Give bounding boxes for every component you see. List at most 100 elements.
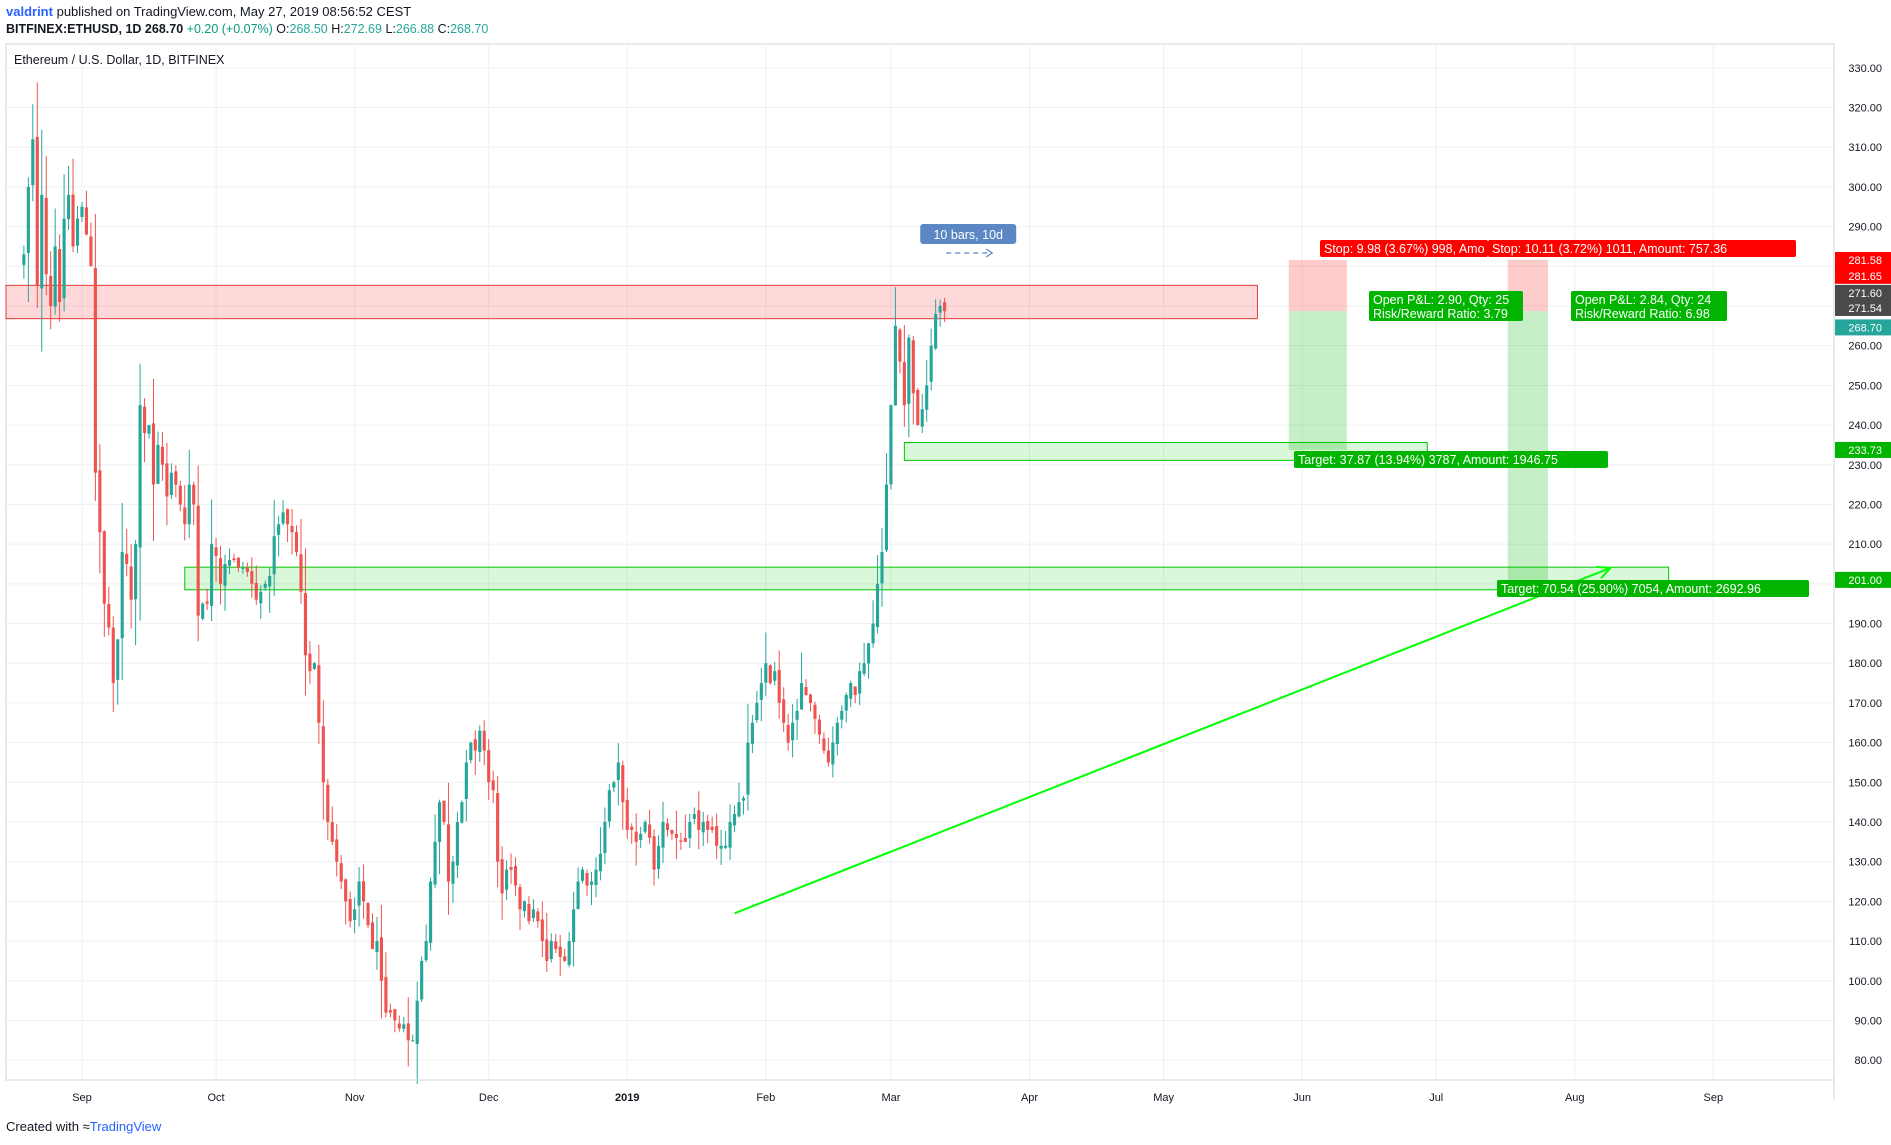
candle-body <box>277 524 281 535</box>
candle-body <box>375 941 379 953</box>
candle-body <box>661 821 665 848</box>
pnl-label: Risk/Reward Ratio: 3.79 <box>1373 307 1508 321</box>
ohlc-line: BITFINEX:ETHUSD, 1D 268.70 +0.20 (+0.07%… <box>6 22 489 36</box>
tradingview-link[interactable]: TradingView <box>89 1119 162 1134</box>
candle-body <box>460 802 464 823</box>
candle-body <box>174 471 178 485</box>
candle-body <box>889 405 893 485</box>
candle-body <box>415 1000 419 1045</box>
position-target-area <box>1288 311 1347 450</box>
stop-label-bg <box>1320 240 1488 257</box>
candle-body <box>424 941 428 961</box>
author-link[interactable]: valdrint <box>6 4 53 19</box>
candle-body <box>326 784 330 822</box>
trendline <box>734 567 1611 915</box>
candle-body <box>867 643 871 664</box>
candle-body <box>429 881 433 943</box>
candle-body <box>53 246 57 307</box>
candle-body <box>920 409 924 427</box>
candle-body <box>353 909 357 920</box>
candle-body <box>205 601 209 604</box>
candle-body <box>505 869 509 890</box>
candle-body <box>558 946 562 957</box>
candle-body <box>58 249 62 303</box>
positions <box>1288 259 1548 580</box>
candle-body <box>652 836 656 870</box>
candle-body <box>764 663 768 683</box>
candle-body <box>178 485 182 505</box>
candle-body <box>554 941 558 950</box>
candle-body <box>254 582 258 600</box>
tradingview-logo-icon: ≈ <box>82 1119 90 1134</box>
candle-body <box>831 742 835 765</box>
candle-body <box>147 425 151 434</box>
price-axis-badge-label: 271.54 <box>1848 303 1882 315</box>
time-tick-label: Nov <box>345 1092 365 1104</box>
candle-body <box>701 821 705 833</box>
target-label-bg <box>1294 451 1608 468</box>
candle-body <box>670 829 674 834</box>
candle-body <box>732 814 737 826</box>
candle-body <box>835 722 839 745</box>
candle-body <box>196 505 200 616</box>
candle-body <box>464 762 468 799</box>
candle-body <box>40 194 44 289</box>
candle-body <box>93 267 97 473</box>
stop-label: Stop: 9.98 (3.67%) 998, Amo <box>1324 242 1485 256</box>
candle-body <box>724 845 728 848</box>
candle-body <box>187 484 191 525</box>
price-axis-badge-label: 281.65 <box>1848 271 1882 283</box>
candle-body <box>656 845 661 869</box>
candle-body <box>263 583 267 588</box>
candle-body <box>549 941 553 960</box>
candle-body <box>603 821 607 853</box>
candle-body <box>858 671 862 694</box>
candle-body <box>111 627 115 684</box>
symbol-label: BITFINEX:ETHUSD, 1D <box>6 22 142 36</box>
price-tick-label: 210.00 <box>1848 539 1882 551</box>
candle-body <box>688 821 692 839</box>
candle-body <box>710 826 714 830</box>
pnl-label: Open P&L: 2.90, Qty: 25 <box>1373 293 1509 307</box>
candle-body <box>241 567 245 569</box>
candle-body <box>370 922 375 950</box>
candle-body <box>312 663 316 670</box>
candle-body <box>697 810 701 830</box>
candle-body <box>317 665 321 723</box>
candle-body <box>719 845 723 849</box>
candle-body <box>817 719 822 735</box>
candle-body <box>433 841 437 885</box>
low-value: 266.88 <box>395 22 435 36</box>
candle-body <box>804 687 808 695</box>
stop-label: Stop: 10.11 (3.72%) 1011, Amount: 757.36 <box>1492 242 1727 256</box>
candle-body <box>321 726 325 783</box>
candle-body <box>31 139 35 186</box>
candle-body <box>142 406 147 433</box>
candle-body <box>169 472 173 496</box>
candle-body <box>567 941 571 965</box>
candle-body <box>737 802 741 817</box>
time-tick-label: Sep <box>72 1092 92 1104</box>
candle-body <box>102 531 106 604</box>
price-axis-badge <box>1835 319 1891 336</box>
candle-body <box>446 824 451 882</box>
time-tick-label: Oct <box>208 1092 225 1104</box>
high-value: 272.69 <box>343 22 382 36</box>
candle-body <box>513 865 518 886</box>
price-axis-badge <box>1835 252 1891 269</box>
candle-body <box>621 765 625 803</box>
candle-body <box>487 750 491 783</box>
candle-body <box>455 821 459 866</box>
candle-body <box>911 340 915 394</box>
chart-title: Ethereum / U.S. Dollar, 1D, BITFINEX <box>14 53 225 67</box>
candle-body <box>902 362 906 406</box>
candle-body <box>268 575 272 587</box>
candle-body <box>442 800 446 822</box>
time-tick-label: Jun <box>1293 1092 1311 1104</box>
candle-body <box>344 879 348 902</box>
candle-body <box>643 821 647 832</box>
candle-body <box>563 956 567 961</box>
candle-body <box>379 937 383 981</box>
candle-body <box>943 302 947 312</box>
